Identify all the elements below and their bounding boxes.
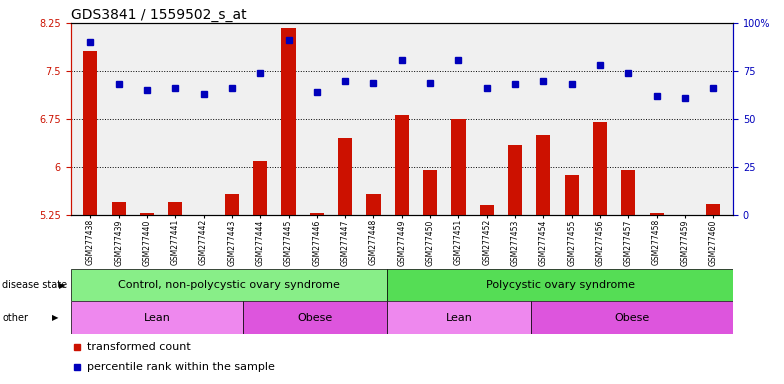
Bar xyxy=(225,194,239,215)
Bar xyxy=(338,138,352,215)
Bar xyxy=(83,51,97,215)
Bar xyxy=(564,175,579,215)
Text: Lean: Lean xyxy=(446,313,473,323)
Bar xyxy=(169,202,183,215)
Text: Obese: Obese xyxy=(615,313,650,323)
Bar xyxy=(366,194,380,215)
Bar xyxy=(706,204,720,215)
Text: percentile rank within the sample: percentile rank within the sample xyxy=(87,362,275,372)
Bar xyxy=(71,301,243,334)
Text: disease state: disease state xyxy=(2,280,67,290)
Bar xyxy=(387,269,733,301)
Bar xyxy=(532,301,733,334)
Bar xyxy=(508,145,522,215)
Bar xyxy=(253,161,267,215)
Text: ▶: ▶ xyxy=(59,281,65,290)
Bar xyxy=(197,215,211,217)
Text: other: other xyxy=(2,313,28,323)
Text: Control, non-polycystic ovary syndrome: Control, non-polycystic ovary syndrome xyxy=(118,280,340,290)
Bar xyxy=(423,170,437,215)
Bar xyxy=(310,213,324,215)
Text: GDS3841 / 1559502_s_at: GDS3841 / 1559502_s_at xyxy=(71,8,246,22)
Text: Lean: Lean xyxy=(143,313,170,323)
Bar xyxy=(243,301,387,334)
Bar xyxy=(452,119,466,215)
Bar xyxy=(480,205,494,215)
Text: transformed count: transformed count xyxy=(87,342,191,352)
Bar xyxy=(140,213,154,215)
Bar xyxy=(111,202,125,215)
Bar xyxy=(387,301,532,334)
Bar xyxy=(71,269,387,301)
Bar xyxy=(621,170,635,215)
Bar xyxy=(649,213,664,215)
Text: Polycystic ovary syndrome: Polycystic ovary syndrome xyxy=(486,280,635,290)
Bar xyxy=(536,135,550,215)
Bar xyxy=(678,215,692,217)
Bar xyxy=(394,114,409,215)
Text: ▶: ▶ xyxy=(52,313,58,322)
Text: Obese: Obese xyxy=(298,313,333,323)
Bar xyxy=(593,122,607,215)
Bar xyxy=(281,28,296,215)
